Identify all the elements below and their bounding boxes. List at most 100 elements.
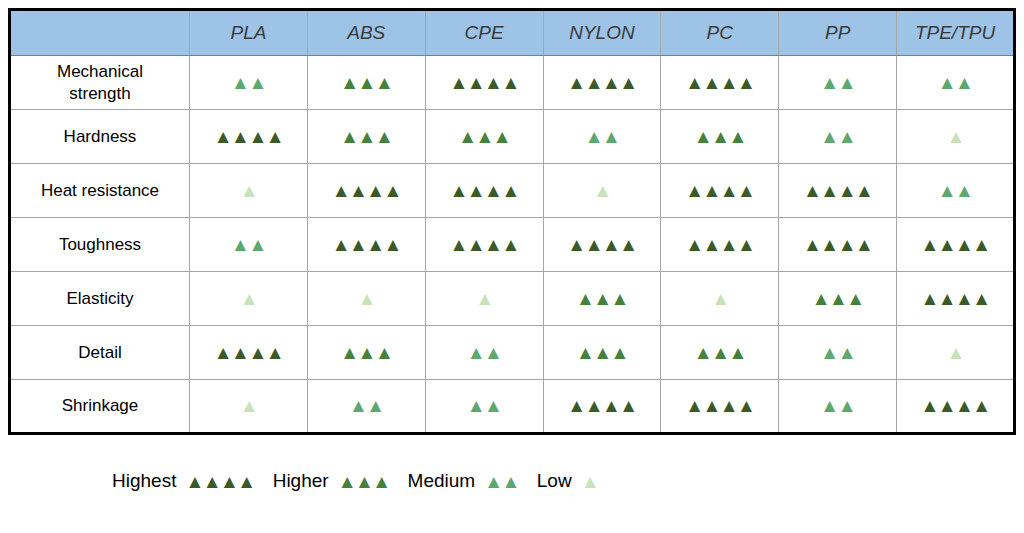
row-label-shrinkage: Shrinkage <box>10 380 190 434</box>
rating-medium-abs: ▲▲ <box>349 395 384 416</box>
cell-toughness-nylon: ▲▲▲▲ <box>543 218 661 272</box>
rating-medium-cpe: ▲▲ <box>467 342 502 363</box>
row-label-detail: Detail <box>10 326 190 380</box>
rating-higher-abs: ▲▲▲ <box>340 126 392 147</box>
rating-low-pla: ▲ <box>240 395 257 416</box>
table-row-mechanical-strength: Mechanical strength▲▲▲▲▲▲▲▲▲▲▲▲▲▲▲▲▲▲▲▲▲ <box>10 56 1015 110</box>
rating-highest-nylon: ▲▲▲▲ <box>567 72 636 93</box>
cell-hardness-nylon: ▲▲ <box>543 110 661 164</box>
rating-medium-pp: ▲▲ <box>820 126 855 147</box>
legend-label-medium: Medium <box>408 470 476 492</box>
legend-label-low: Low <box>537 470 572 492</box>
cell-elasticity-pla: ▲ <box>190 272 308 326</box>
cell-elasticity-tpe-tpu: ▲▲▲▲ <box>897 272 1015 326</box>
table-row-shrinkage: Shrinkage▲▲▲▲▲▲▲▲▲▲▲▲▲▲▲▲▲▲▲ <box>10 380 1015 434</box>
cell-hardness-cpe: ▲▲▲ <box>425 110 543 164</box>
rating-highest-cpe: ▲▲▲▲ <box>449 234 518 255</box>
rating-legend: Highest▲▲▲▲ Higher▲▲▲ Medium ▲▲ Low ▲ <box>112 470 598 492</box>
rating-low-tpe-tpu: ▲ <box>946 342 963 363</box>
legend-item-medium: Medium ▲▲ <box>408 470 519 492</box>
rating-low-legend: ▲ <box>581 472 598 491</box>
cell-hardness-pla: ▲▲▲▲ <box>190 110 308 164</box>
rating-higher-nylon: ▲▲▲ <box>576 342 628 363</box>
legend-item-higher: Higher▲▲▲ <box>273 470 390 492</box>
legend-label-higher: Higher <box>273 470 329 492</box>
cell-elasticity-pp: ▲▲▲ <box>779 272 897 326</box>
rating-medium-tpe-tpu: ▲▲ <box>938 180 973 201</box>
row-label-toughness: Toughness <box>10 218 190 272</box>
rating-medium-pp: ▲▲ <box>820 342 855 363</box>
rating-higher-abs: ▲▲▲ <box>340 72 392 93</box>
rating-low-cpe: ▲ <box>475 288 492 309</box>
column-header-pla: PLA <box>190 10 308 56</box>
column-header-abs: ABS <box>307 10 425 56</box>
rating-higher-abs: ▲▲▲ <box>340 342 392 363</box>
cell-shrinkage-pla: ▲ <box>190 380 308 434</box>
rating-highest-cpe: ▲▲▲▲ <box>449 72 518 93</box>
cell-heat-resistance-nylon: ▲ <box>543 164 661 218</box>
column-header-tpe-tpu: TPE/TPU <box>897 10 1015 56</box>
rating-highest-pc: ▲▲▲▲ <box>685 234 754 255</box>
cell-hardness-pp: ▲▲ <box>779 110 897 164</box>
rating-highest-tpe-tpu: ▲▲▲▲ <box>920 288 989 309</box>
row-label-elasticity: Elasticity <box>10 272 190 326</box>
cell-shrinkage-cpe: ▲▲ <box>425 380 543 434</box>
cell-mechanical-strength-tpe-tpu: ▲▲ <box>897 56 1015 110</box>
rating-medium-pla: ▲▲ <box>231 234 266 255</box>
cell-heat-resistance-pc: ▲▲▲▲ <box>661 164 779 218</box>
cell-shrinkage-pp: ▲▲ <box>779 380 897 434</box>
filament-properties-table: PLAABSCPENYLONPCPPTPE/TPU Mechanical str… <box>8 8 1016 435</box>
rating-highest-pc: ▲▲▲▲ <box>685 72 754 93</box>
rating-medium-cpe: ▲▲ <box>467 395 502 416</box>
table-row-heat-resistance: Heat resistance▲▲▲▲▲▲▲▲▲▲▲▲▲▲▲▲▲▲▲▲ <box>10 164 1015 218</box>
cell-shrinkage-tpe-tpu: ▲▲▲▲ <box>897 380 1015 434</box>
rating-higher-pp: ▲▲▲ <box>812 288 864 309</box>
cell-elasticity-nylon: ▲▲▲ <box>543 272 661 326</box>
rating-low-tpe-tpu: ▲ <box>946 126 963 147</box>
rating-higher-pc: ▲▲▲ <box>694 126 746 147</box>
column-header-pp: PP <box>779 10 897 56</box>
rating-highest-abs: ▲▲▲▲ <box>332 234 401 255</box>
legend-label-highest: Highest <box>112 470 176 492</box>
cell-shrinkage-nylon: ▲▲▲▲ <box>543 380 661 434</box>
cell-elasticity-abs: ▲ <box>307 272 425 326</box>
rating-low-abs: ▲ <box>358 288 375 309</box>
rating-highest-pc: ▲▲▲▲ <box>685 180 754 201</box>
cell-toughness-pc: ▲▲▲▲ <box>661 218 779 272</box>
legend-item-low: Low ▲ <box>537 470 598 492</box>
cell-mechanical-strength-abs: ▲▲▲ <box>307 56 425 110</box>
rating-low-pla: ▲ <box>240 288 257 309</box>
cell-hardness-pc: ▲▲▲ <box>661 110 779 164</box>
cell-detail-tpe-tpu: ▲ <box>897 326 1015 380</box>
corner-cell <box>10 10 190 56</box>
cell-toughness-cpe: ▲▲▲▲ <box>425 218 543 272</box>
rating-low-nylon: ▲ <box>593 180 610 201</box>
cell-detail-abs: ▲▲▲ <box>307 326 425 380</box>
cell-shrinkage-pc: ▲▲▲▲ <box>661 380 779 434</box>
rating-medium-legend: ▲▲ <box>484 472 519 491</box>
rating-highest-pp: ▲▲▲▲ <box>803 180 872 201</box>
table-row-hardness: Hardness▲▲▲▲▲▲▲▲▲▲▲▲▲▲▲▲▲▲ <box>10 110 1015 164</box>
cell-detail-pp: ▲▲ <box>779 326 897 380</box>
rating-highest-pla: ▲▲▲▲ <box>214 342 283 363</box>
cell-toughness-abs: ▲▲▲▲ <box>307 218 425 272</box>
rating-higher-nylon: ▲▲▲ <box>576 288 628 309</box>
rating-highest-tpe-tpu: ▲▲▲▲ <box>920 395 989 416</box>
cell-mechanical-strength-cpe: ▲▲▲▲ <box>425 56 543 110</box>
cell-mechanical-strength-pla: ▲▲ <box>190 56 308 110</box>
cell-heat-resistance-cpe: ▲▲▲▲ <box>425 164 543 218</box>
rating-low-pla: ▲ <box>240 180 257 201</box>
cell-hardness-tpe-tpu: ▲ <box>897 110 1015 164</box>
row-label-hardness: Hardness <box>10 110 190 164</box>
cell-heat-resistance-abs: ▲▲▲▲ <box>307 164 425 218</box>
legend-item-highest: Highest▲▲▲▲ <box>112 470 255 492</box>
cell-mechanical-strength-pp: ▲▲ <box>779 56 897 110</box>
row-label-mechanical-strength: Mechanical strength <box>10 56 190 110</box>
cell-toughness-pla: ▲▲ <box>190 218 308 272</box>
cell-hardness-abs: ▲▲▲ <box>307 110 425 164</box>
rating-low-pc: ▲ <box>711 288 728 309</box>
rating-higher-pc: ▲▲▲ <box>694 342 746 363</box>
cell-mechanical-strength-nylon: ▲▲▲▲ <box>543 56 661 110</box>
column-header-pc: PC <box>661 10 779 56</box>
cell-heat-resistance-tpe-tpu: ▲▲ <box>897 164 1015 218</box>
